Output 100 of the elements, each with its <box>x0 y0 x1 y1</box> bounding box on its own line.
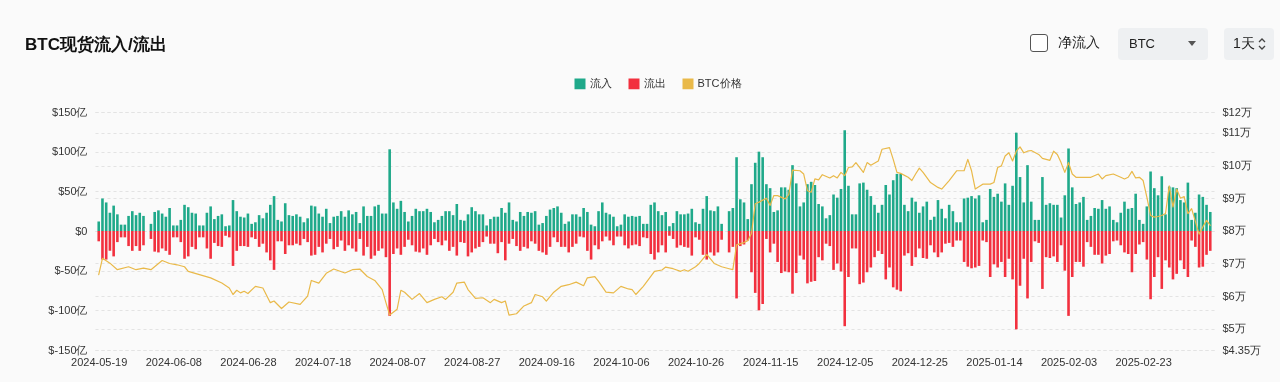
legend-label: 流入 <box>589 76 612 89</box>
bar <box>239 231 242 247</box>
bar <box>1123 231 1126 253</box>
bar <box>429 211 432 231</box>
x-tick-label: 2024-10-26 <box>667 355 725 368</box>
bar <box>186 231 190 257</box>
bar <box>705 231 709 260</box>
bar <box>925 201 929 231</box>
line-series <box>98 146 1211 316</box>
x-tick-label: 2025-01-14 <box>966 355 1023 368</box>
bar <box>1149 231 1152 300</box>
bar <box>1056 231 1059 262</box>
bar <box>582 207 585 231</box>
bar <box>623 231 626 246</box>
bar <box>186 207 190 231</box>
x-tick-label: 2024-06-28 <box>220 355 277 368</box>
bar <box>526 211 529 231</box>
bar <box>474 211 477 231</box>
bar <box>735 157 738 231</box>
bar <box>1149 171 1152 231</box>
y2-tick-label: $5万 <box>1222 322 1246 335</box>
bar <box>351 231 354 249</box>
bar <box>418 211 421 231</box>
bar <box>1015 231 1018 330</box>
y-tick-label: $0 <box>75 224 88 237</box>
x-tick-label: 2025-02-23 <box>1115 355 1172 368</box>
bar <box>101 231 104 260</box>
bar <box>973 231 977 268</box>
bar <box>1056 204 1059 231</box>
bar <box>664 211 667 231</box>
bar <box>735 231 738 299</box>
bar <box>500 207 503 231</box>
bar <box>821 231 824 261</box>
bar <box>858 231 861 285</box>
bar <box>806 231 809 284</box>
bar <box>832 194 835 231</box>
bar <box>996 231 999 268</box>
bar <box>448 231 451 251</box>
bar <box>679 231 682 246</box>
bar <box>291 231 294 246</box>
bar <box>153 211 156 231</box>
bar <box>970 196 973 231</box>
bar <box>541 231 544 253</box>
y2-tick-label: $6万 <box>1222 289 1246 302</box>
bar <box>705 196 709 231</box>
bar <box>1026 231 1029 299</box>
bar <box>597 231 600 250</box>
bar <box>612 231 615 246</box>
bar <box>347 210 350 231</box>
y-tick-label: $150亿 <box>52 105 88 118</box>
bar <box>515 231 518 247</box>
bar <box>806 184 809 231</box>
y-tick-label: $50亿 <box>58 184 88 197</box>
bar <box>168 207 171 231</box>
bar <box>489 231 492 244</box>
bar <box>291 215 294 231</box>
bar <box>448 211 451 231</box>
bar <box>373 206 377 231</box>
bar <box>138 212 142 231</box>
bar <box>791 231 794 294</box>
bar <box>112 231 115 257</box>
bar <box>414 231 418 252</box>
chart-title: BTC现货流入/流出 <box>25 34 167 56</box>
bar <box>1082 231 1085 267</box>
bar <box>324 208 328 231</box>
bar <box>474 231 477 249</box>
bar <box>332 216 336 231</box>
y2-tick-label: $10万 <box>1222 159 1252 172</box>
bar <box>131 231 134 251</box>
bar <box>421 211 425 231</box>
bar <box>679 214 682 231</box>
y-tick-label: $-150亿 <box>48 343 88 356</box>
bar <box>653 231 656 260</box>
bar <box>153 231 156 252</box>
bar <box>321 231 324 253</box>
bar <box>899 231 902 292</box>
x-tick-label: 2024-12-25 <box>891 355 948 368</box>
bar <box>1015 132 1018 231</box>
bar <box>283 231 287 255</box>
x-tick-label: 2024-06-08 <box>145 355 202 368</box>
bar <box>362 206 365 231</box>
bar <box>127 231 130 247</box>
bar <box>470 231 474 253</box>
legend-label: 流出 <box>643 76 666 89</box>
bar <box>683 214 686 231</box>
bar <box>843 231 847 327</box>
bar <box>526 231 529 249</box>
y-tick-label: $-50亿 <box>54 264 88 277</box>
bar <box>925 231 929 259</box>
bar <box>295 214 298 231</box>
bar <box>377 204 380 231</box>
bar <box>600 202 604 231</box>
bar <box>283 203 287 231</box>
x-tick-label: 2024-05-19 <box>71 355 128 368</box>
bar <box>530 212 533 231</box>
bar <box>1123 201 1126 231</box>
bar <box>168 231 171 255</box>
bar <box>101 198 104 231</box>
bar <box>1160 176 1164 231</box>
x-tick-label: 2025-02-03 <box>1040 355 1098 368</box>
